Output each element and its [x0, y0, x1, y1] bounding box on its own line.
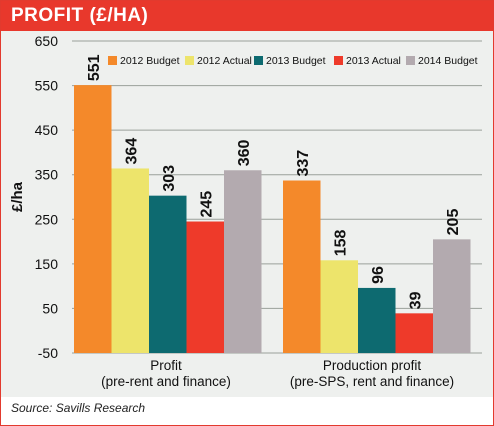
- bar-value-label: 337: [295, 150, 312, 177]
- y-tick-label: 150: [35, 256, 59, 272]
- y-axis-label: £/ha: [9, 181, 26, 212]
- bar: [74, 85, 112, 353]
- bar: [320, 260, 358, 353]
- bar: [283, 180, 321, 353]
- bar-value-label: 551: [86, 54, 103, 81]
- legend-label: 2012 Actual: [197, 55, 252, 67]
- bar-value-label: 245: [198, 191, 215, 218]
- y-tick-label: -50: [38, 345, 58, 361]
- bar: [186, 221, 224, 353]
- x-category-label: Production profit: [323, 358, 422, 373]
- bar: [433, 239, 471, 353]
- legend-label: 2013 Actual: [346, 55, 401, 67]
- bar-value-label: 360: [236, 139, 253, 166]
- bar-value-label: 158: [332, 229, 349, 256]
- x-category-label: (pre-rent and finance): [101, 374, 231, 389]
- bar-value-label: 96: [370, 266, 387, 284]
- legend-label: 2014 Budget: [418, 55, 478, 67]
- bar: [149, 195, 187, 353]
- y-tick-label: 550: [35, 78, 59, 94]
- y-tick-label: 450: [35, 122, 59, 138]
- chart-title: PROFIT (£/HA): [11, 5, 149, 26]
- bar-value-label: 205: [445, 209, 462, 236]
- legend-swatch: [185, 56, 194, 65]
- x-category-label: (pre-SPS, rent and finance): [290, 374, 454, 389]
- bar: [395, 313, 433, 353]
- legend-swatch: [334, 56, 343, 65]
- bar: [224, 170, 262, 353]
- y-tick-label: 50: [42, 300, 58, 316]
- legend-label: 2013 Budget: [266, 55, 326, 67]
- bar-value-label: 39: [407, 291, 424, 309]
- legend-swatch: [406, 56, 415, 65]
- x-category-label: Profit: [150, 358, 182, 373]
- bar: [111, 168, 149, 353]
- bar-value-label: 303: [161, 165, 178, 192]
- legend-label: 2012 Budget: [120, 55, 180, 67]
- source-note: Source: Savills Research: [11, 401, 146, 415]
- legend-swatch: [108, 56, 117, 65]
- title-bar: PROFIT (£/HA): [1, 1, 493, 31]
- y-tick-label: 250: [35, 211, 59, 227]
- bar-value-label: 364: [123, 138, 140, 165]
- y-tick-label: 350: [35, 167, 59, 183]
- y-tick-label: 650: [35, 33, 59, 49]
- legend-swatch: [254, 56, 263, 65]
- bar: [358, 287, 396, 353]
